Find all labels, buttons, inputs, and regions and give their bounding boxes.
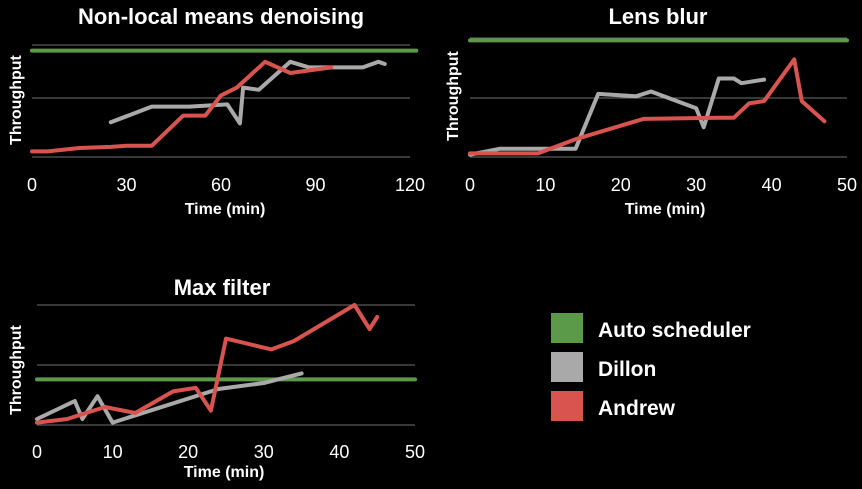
x-tick-label: 120 bbox=[395, 175, 425, 195]
series-line-andrew bbox=[468, 57, 827, 156]
x-tick-label: 30 bbox=[116, 175, 136, 195]
legend-swatch-andrew bbox=[551, 391, 583, 421]
chart-title: Lens blur bbox=[608, 4, 707, 29]
chart-max-filter: Max filter Throughput Time (min) 0 10 20 30… bbox=[8, 275, 425, 481]
legend-swatch-dillon bbox=[551, 352, 583, 382]
chart-lens-blur: Lens blur Throughput Time (min) 0 10 20 30 4… bbox=[445, 4, 857, 218]
x-tick-label: 10 bbox=[103, 442, 123, 462]
legend-label-dillon: Dillon bbox=[598, 358, 656, 381]
x-tick-label: 30 bbox=[254, 442, 274, 462]
x-tick-label: 0 bbox=[465, 175, 475, 195]
x-axis-label: Time (min) bbox=[625, 201, 706, 218]
x-axis-label: Time (min) bbox=[184, 464, 265, 481]
legend-label-auto-scheduler: Auto scheduler bbox=[598, 319, 751, 342]
x-tick-label: 40 bbox=[329, 442, 349, 462]
series-line-andrew bbox=[30, 59, 334, 154]
chart-title: Non-local means denoising bbox=[78, 4, 364, 29]
x-tick-label: 20 bbox=[611, 175, 631, 195]
x-tick-label: 20 bbox=[178, 442, 198, 462]
y-axis-label: Throughput bbox=[8, 324, 25, 414]
x-tick-label: 50 bbox=[405, 442, 425, 462]
x-tick-label: 0 bbox=[27, 175, 37, 195]
x-tick-label: 10 bbox=[535, 175, 555, 195]
series-line-dillon bbox=[108, 59, 387, 126]
y-axis-label: Throughput bbox=[445, 50, 462, 140]
chart-title: Max filter bbox=[174, 275, 271, 300]
x-tick-label: 40 bbox=[762, 175, 782, 195]
legend-swatch-auto-scheduler bbox=[551, 313, 583, 343]
x-tick-label: 60 bbox=[211, 175, 231, 195]
y-axis-label: Throughput bbox=[8, 54, 25, 144]
series-line-dillon bbox=[468, 76, 767, 157]
legend-label-andrew: Andrew bbox=[598, 397, 676, 420]
x-axis-label: Time (min) bbox=[185, 201, 266, 218]
x-tick-label: 50 bbox=[837, 175, 857, 195]
series-line-dillon bbox=[35, 371, 304, 425]
x-tick-label: 30 bbox=[686, 175, 706, 195]
x-tick-label: 90 bbox=[305, 175, 325, 195]
legend: Auto scheduler Dillon Andrew bbox=[551, 313, 751, 421]
x-tick-label: 0 bbox=[32, 442, 42, 462]
chart-nlm: Non-local means denoising Throughput Tim… bbox=[8, 4, 425, 218]
series-line-andrew bbox=[35, 303, 380, 425]
